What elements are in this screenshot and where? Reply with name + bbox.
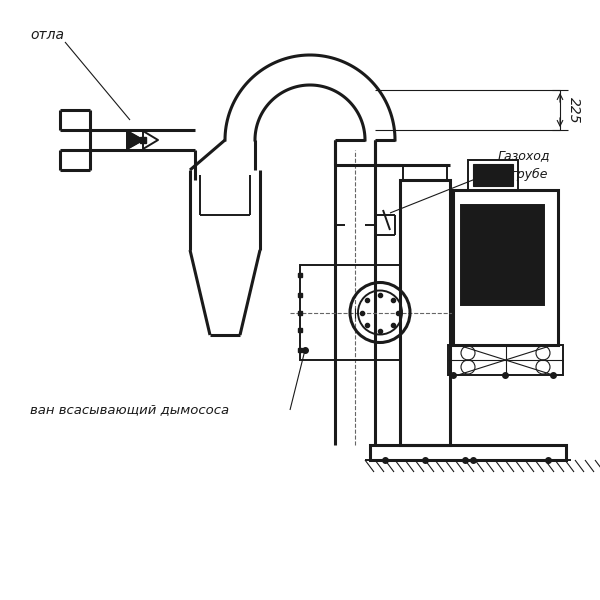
Text: ван всасывающий дымососа: ван всасывающий дымососа: [30, 403, 229, 416]
Bar: [370, 445, 566, 460]
Text: 225: 225: [567, 97, 581, 124]
Bar: [453, 190, 558, 345]
Bar: [461, 205, 544, 305]
Polygon shape: [127, 131, 143, 149]
Bar: [448, 345, 563, 375]
Bar: [473, 164, 513, 186]
Text: отла: отла: [30, 28, 64, 42]
Bar: [400, 180, 450, 445]
Bar: [403, 165, 447, 180]
Bar: [300, 265, 400, 360]
Bar: [468, 160, 518, 190]
Text: Газоход
к трубе: Газоход к трубе: [498, 149, 551, 181]
